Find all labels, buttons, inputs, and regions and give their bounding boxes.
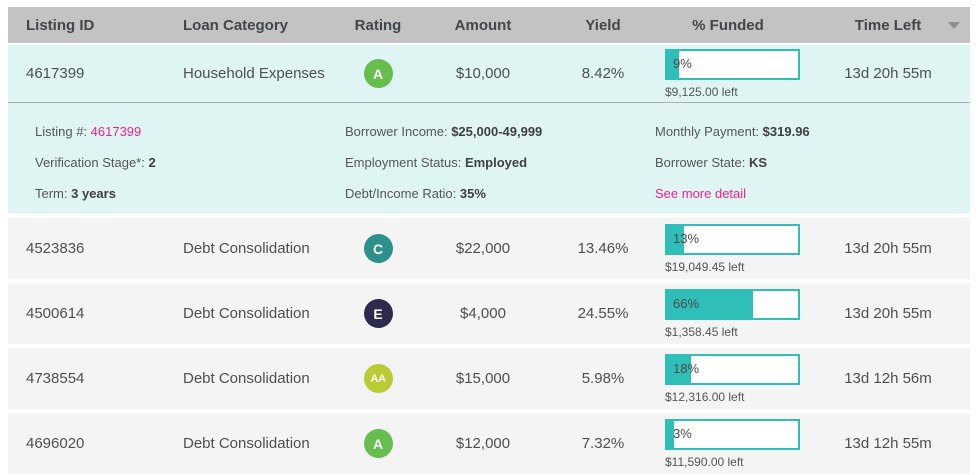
- time-left: 13d 20h 55m: [844, 305, 932, 322]
- funded-cell: 3% $11,590.00 left: [658, 418, 838, 469]
- see-more-detail: See more detail: [655, 187, 970, 201]
- listing-detail-panel: Listing #: 4617399 Verification Stage*: …: [8, 103, 970, 213]
- detail-listing-number: Listing #: 4617399: [35, 124, 142, 139]
- funded-cell: 18% $12,316.00 left: [658, 353, 838, 404]
- listing-id: 4738554: [26, 370, 85, 387]
- table-row[interactable]: 4617399 Household Expenses A $10,000 8.4…: [8, 45, 970, 102]
- column-header-listing-id[interactable]: Listing ID: [26, 16, 95, 34]
- funded-progress-fill: [667, 420, 674, 448]
- expanded-listing-block: 4617399 Household Expenses A $10,000 8.4…: [8, 45, 970, 213]
- amount-left-label: $1,358.45 left: [665, 324, 738, 339]
- loan-category: Debt Consolidation: [183, 435, 310, 452]
- funded-percent-label: 13%: [673, 230, 700, 246]
- rating-cell: A: [338, 429, 418, 458]
- funded-percent-label: 18%: [673, 360, 700, 376]
- time-left: 13d 20h 55m: [844, 240, 932, 257]
- listing-number-link[interactable]: 4617399: [90, 124, 142, 139]
- rating-badge: A: [363, 429, 393, 458]
- rating-cell: C: [338, 234, 418, 263]
- funded-percent-label: 3%: [673, 425, 692, 441]
- table-row[interactable]: 4738554 Debt Consolidation AA $15,000 5.…: [8, 348, 970, 409]
- funded-progress-bar: 9%: [665, 48, 800, 80]
- loan-category: Debt Consolidation: [183, 370, 310, 387]
- funded-progress-bar: 13%: [665, 223, 800, 255]
- column-header-time-left[interactable]: Time Left: [854, 16, 922, 34]
- rating-badge: AA: [363, 364, 393, 393]
- detail-borrower-income: Borrower Income: $25,000-49,999: [345, 124, 543, 139]
- detail-term: Term: 3 years: [35, 186, 116, 201]
- funded-cell: 66% $1,358.45 left: [658, 288, 838, 339]
- rating-cell: E: [338, 299, 418, 328]
- table-row[interactable]: 4500614 Debt Consolidation E $4,000 24.5…: [8, 283, 970, 344]
- listing-id: 4696020: [26, 435, 85, 452]
- detail-verification-stage: Verification Stage*: 2: [35, 155, 156, 170]
- rating-badge: C: [363, 234, 393, 263]
- yield: 24.55%: [577, 305, 629, 322]
- loan-category: Debt Consolidation: [183, 305, 310, 322]
- rating-badge: E: [363, 299, 393, 328]
- rating-badge: A: [363, 59, 393, 88]
- funded-cell: 9% $9,125.00 left: [658, 48, 838, 99]
- time-left: 13d 12h 56m: [844, 370, 932, 387]
- funded-percent-label: 66%: [673, 295, 700, 311]
- column-header-yield[interactable]: Yield: [585, 16, 621, 34]
- amount-left-label: $9,125.00 left: [665, 84, 738, 99]
- amount: $12,000: [455, 435, 511, 452]
- listing-id: 4523836: [26, 240, 85, 257]
- yield: 13.46%: [577, 240, 629, 257]
- detail-borrower-state: Borrower State: KS: [655, 155, 767, 170]
- sort-arrow-cell: [938, 21, 970, 29]
- funded-progress-fill: [667, 225, 685, 253]
- column-header-loan-category[interactable]: Loan Category: [183, 16, 289, 34]
- see-more-detail-link[interactable]: See more detail: [655, 186, 747, 201]
- rating-cell: AA: [338, 364, 418, 393]
- yield: 8.42%: [581, 65, 625, 82]
- row-detail-divider: [8, 102, 970, 103]
- loan-category: Debt Consolidation: [183, 240, 310, 257]
- funded-progress-fill: [667, 290, 754, 318]
- amount-left-label: $12,316.00 left: [665, 389, 745, 404]
- table-header: Listing ID Loan Category Rating Amount Y…: [8, 7, 970, 43]
- detail-column-right: Monthly Payment: $319.96 Borrower State:…: [655, 125, 970, 213]
- funded-progress-bar: 3%: [665, 418, 800, 450]
- detail-employment-status: Employment Status: Employed: [345, 155, 528, 170]
- funded-progress-fill: [667, 50, 679, 78]
- time-left: 13d 20h 55m: [844, 65, 932, 82]
- amount-left-label: $11,590.00 left: [665, 454, 744, 469]
- time-left: 13d 12h 55m: [844, 435, 932, 452]
- funded-progress-bar: 66%: [665, 288, 800, 320]
- funded-percent-label: 9%: [673, 55, 692, 71]
- detail-column-left: Listing #: 4617399 Verification Stage*: …: [35, 125, 345, 213]
- column-header-amount[interactable]: Amount: [454, 16, 512, 34]
- sort-dropdown-icon[interactable]: [948, 21, 960, 29]
- rating-cell: A: [338, 59, 418, 88]
- amount: $22,000: [455, 240, 511, 257]
- funded-progress-fill: [667, 355, 691, 383]
- loan-category: Household Expenses: [183, 65, 325, 82]
- yield: 5.98%: [581, 370, 625, 387]
- loan-listings-table: Listing ID Loan Category Rating Amount Y…: [8, 7, 970, 474]
- amount: $10,000: [455, 65, 511, 82]
- funded-progress-bar: 18%: [665, 353, 800, 385]
- detail-column-middle: Borrower Income: $25,000-49,999 Employme…: [345, 125, 655, 213]
- detail-debt-income-ratio: Debt/Income Ratio: 35%: [345, 186, 486, 201]
- amount: $15,000: [455, 370, 511, 387]
- table-row[interactable]: 4696020 Debt Consolidation A $12,000 7.3…: [8, 413, 970, 474]
- listing-id: 4500614: [26, 305, 85, 322]
- detail-monthly-payment: Monthly Payment: $319.96: [655, 124, 810, 139]
- funded-cell: 13% $19,049.45 left: [658, 223, 838, 274]
- column-header-funded[interactable]: % Funded: [692, 16, 764, 34]
- yield: 7.32%: [581, 435, 625, 452]
- amount: $4,000: [460, 305, 506, 322]
- listing-id: 4617399: [26, 65, 85, 82]
- amount-left-label: $19,049.45 left: [665, 259, 745, 274]
- table-row[interactable]: 4523836 Debt Consolidation C $22,000 13.…: [8, 218, 970, 279]
- column-header-rating[interactable]: Rating: [354, 16, 402, 34]
